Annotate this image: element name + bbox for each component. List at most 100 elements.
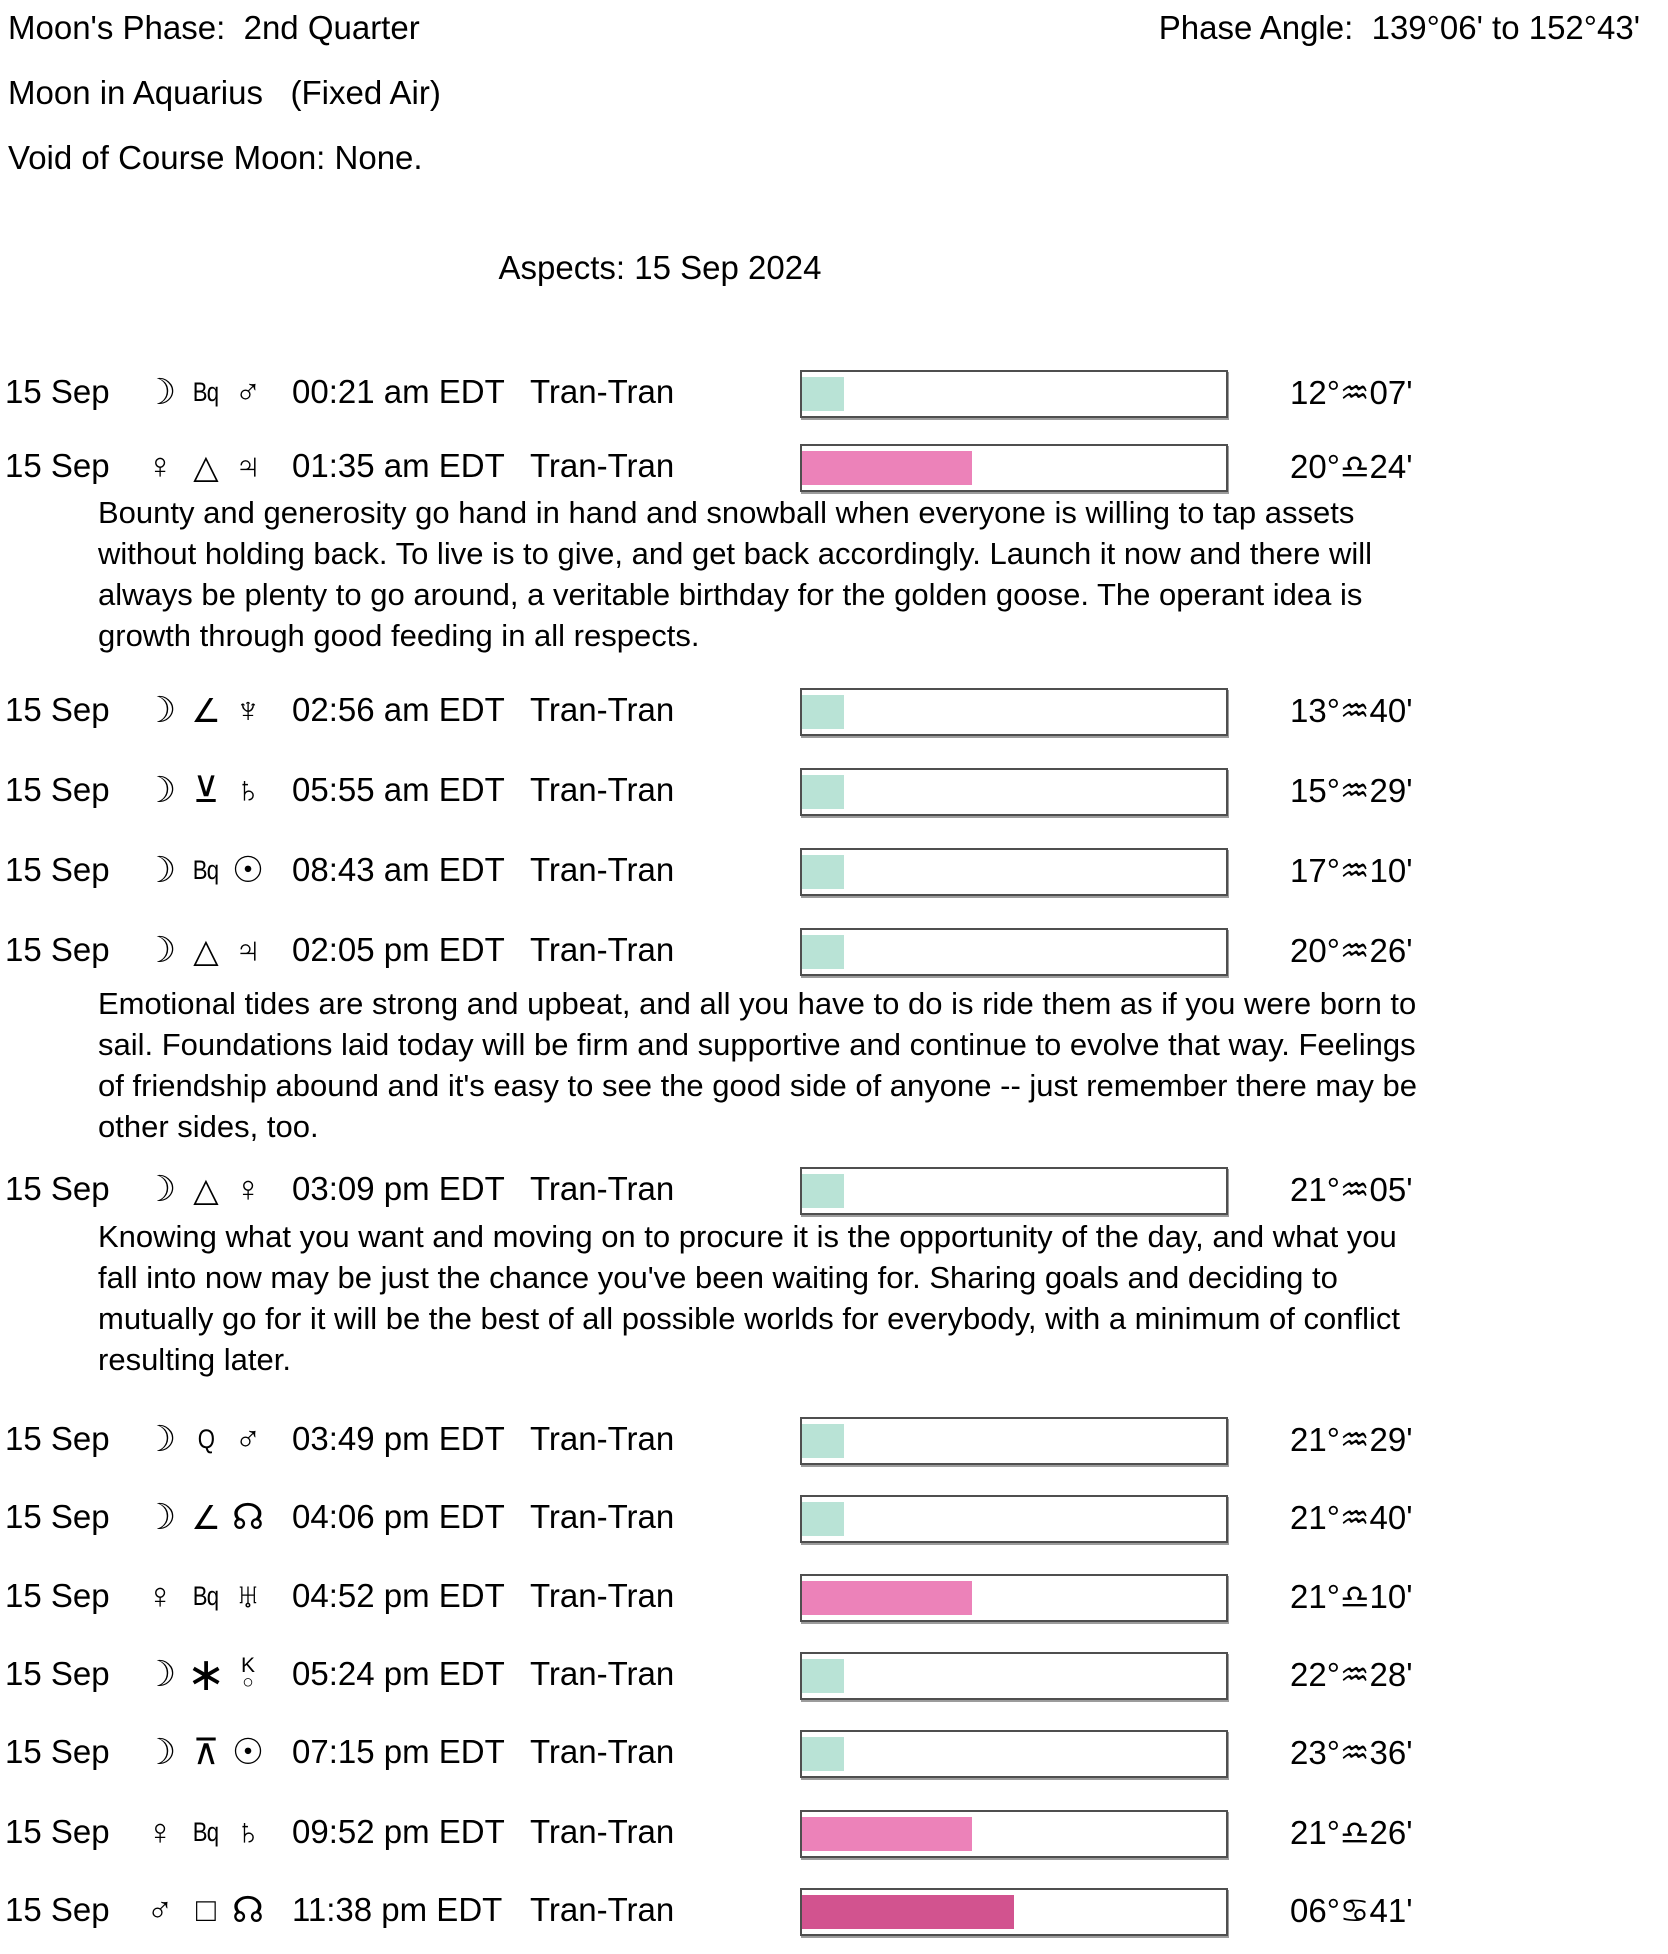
aspect-time: 00:21 am EDT <box>292 373 505 410</box>
mars-icon: ♂ <box>234 371 262 412</box>
aspect-date: 15 Sep <box>5 1170 110 1207</box>
orb-progress-bar <box>800 688 1228 736</box>
aspect-type: Tran-Tran <box>530 1813 675 1850</box>
aspect-time: 09:52 pm EDT <box>292 1813 505 1850</box>
aspect-time: 03:49 pm EDT <box>292 1420 505 1457</box>
aspect-row: 15 Sep ☽ Q ♂ 03:49 pm EDT Tran-Tran 21°♒… <box>0 1417 1668 1465</box>
jupiter-icon: ♃ <box>234 929 262 970</box>
orb-progress-bar <box>800 1574 1228 1622</box>
aspect-date: 15 Sep <box>5 373 110 410</box>
aspect-date: 15 Sep <box>5 1420 110 1457</box>
aspects-title: Aspects: 15 Sep 2024 <box>498 249 822 286</box>
aspect-position: 21°♎10' <box>1290 1577 1413 1615</box>
quincunx-icon: ⊼ <box>192 1731 220 1772</box>
aspect-row: 15 Sep ☽ △ ♀ 03:09 pm EDT Tran-Tran 21°♒… <box>0 1167 1668 1215</box>
aspect-row: 15 Sep ♂ □ ☊ 11:38 pm EDT Tran-Tran 06°♋… <box>0 1888 1668 1936</box>
sextile-icon: ∗ <box>186 1648 226 1700</box>
phase-angle-text: Phase Angle: 139°06' to 152°43' <box>1158 9 1640 46</box>
biquintile-glyph: Bq <box>193 854 219 885</box>
biquintile-glyph: Bq <box>193 1580 219 1611</box>
aspect-time: 07:15 pm EDT <box>292 1733 505 1770</box>
aspect-type: Tran-Tran <box>530 1420 675 1457</box>
venus-icon: ♀ <box>146 1575 174 1616</box>
venus-icon: ♀ <box>234 1168 262 1209</box>
aspect-type: Tran-Tran <box>530 931 675 968</box>
aspect-row: 15 Sep ☽ △ ♃ 02:05 pm EDT Tran-Tran 20°♒… <box>0 928 1668 976</box>
quintile-glyph: Q <box>197 1423 215 1454</box>
orb-progress-bar <box>800 1417 1228 1465</box>
aspect-position: 20°♎24' <box>1290 447 1413 485</box>
orb-progress-fill <box>802 451 972 485</box>
semisquare-icon: ∠ <box>191 1498 221 1536</box>
semisquare-icon: ∠ <box>191 691 221 729</box>
venus-icon: ♀ <box>146 445 174 486</box>
aspect-date: 15 Sep <box>5 1577 110 1614</box>
chiron-circle: ○ <box>242 1672 254 1694</box>
aspect-position: 23°♒36' <box>1290 1733 1413 1771</box>
orb-progress-fill <box>802 855 845 889</box>
orb-progress-fill <box>802 1737 845 1771</box>
aspect-row: 15 Sep ♀ Bq ♅ 04:52 pm EDT Tran-Tran 21°… <box>0 1574 1668 1622</box>
moon-icon: ☽ <box>143 929 177 970</box>
moon-phase-text: Moon's Phase: 2nd Quarter <box>8 9 420 46</box>
mars-icon: ♂ <box>146 1889 174 1930</box>
trine-icon: △ <box>193 931 219 969</box>
orb-progress-bar <box>800 1730 1228 1778</box>
moon-icon: ☽ <box>143 1168 177 1209</box>
chiron-k: K <box>240 1653 255 1677</box>
aspect-row: 15 Sep ☽ ∠ ♆ 02:56 am EDT Tran-Tran 13°♒… <box>0 688 1668 736</box>
aspect-date: 15 Sep <box>5 1733 110 1770</box>
aspect-time: 08:43 am EDT <box>292 851 505 888</box>
aspect-date: 15 Sep <box>5 1655 110 1692</box>
chiron-icon: K ○ <box>224 1652 272 1696</box>
void-of-course-text: Void of Course Moon: None. <box>8 139 423 176</box>
orb-progress-bar <box>800 928 1228 976</box>
neptune-icon: ♆ <box>234 689 262 730</box>
aspect-time: 04:52 pm EDT <box>292 1577 505 1614</box>
aspect-date: 15 Sep <box>5 447 110 484</box>
aspect-time: 11:38 pm EDT <box>292 1891 503 1928</box>
moon-icon: ☽ <box>143 769 177 810</box>
saturn-icon: ♄ <box>234 769 262 810</box>
square-icon: □ <box>196 1891 216 1928</box>
biquintile-icon: Bq <box>182 1574 230 1618</box>
aspect-position: 12°♒07' <box>1290 373 1413 411</box>
trine-icon: △ <box>193 447 219 485</box>
aspect-type: Tran-Tran <box>530 1498 675 1535</box>
aspect-description: Emotional tides are strong and upbeat, a… <box>98 986 1418 1144</box>
moon-icon: ☽ <box>143 1418 177 1459</box>
aspect-row: 15 Sep ☽ ∠ ☊ 04:06 pm EDT Tran-Tran 21°♒… <box>0 1495 1668 1543</box>
orb-progress-bar <box>800 1167 1228 1215</box>
orb-progress-fill <box>802 935 845 969</box>
aspect-position: 13°♒40' <box>1290 691 1413 729</box>
moon-icon: ☽ <box>143 1496 177 1537</box>
aspect-type: Tran-Tran <box>530 851 675 888</box>
biquintile-glyph: Bq <box>193 376 219 407</box>
orb-progress-bar <box>800 1888 1228 1936</box>
moon-icon: ☽ <box>143 1653 177 1694</box>
aspect-date: 15 Sep <box>5 771 110 808</box>
aspect-time: 03:09 pm EDT <box>292 1170 505 1207</box>
aspect-position: 06°♋41' <box>1290 1891 1413 1929</box>
aspect-row: 15 Sep ☽ ⊼ ☉ 07:15 pm EDT Tran-Tran 23°♒… <box>0 1730 1668 1778</box>
aspect-description: Knowing what you want and moving on to p… <box>98 1219 1400 1377</box>
aspect-type: Tran-Tran <box>530 771 675 808</box>
aspect-row: 15 Sep ☽ Bq ☉ 08:43 am EDT Tran-Tran 17°… <box>0 848 1668 896</box>
aspect-position: 20°♒26' <box>1290 931 1413 969</box>
aspect-time: 05:24 pm EDT <box>292 1655 505 1692</box>
orb-progress-fill <box>802 1581 972 1615</box>
aspect-position: 17°♒10' <box>1290 851 1413 889</box>
biquintile-icon: Bq <box>182 370 230 414</box>
chiron-glyph: K ○ <box>240 1653 255 1694</box>
moon-icon: ☽ <box>143 689 177 730</box>
orb-progress-bar <box>800 1652 1228 1700</box>
aspect-date: 15 Sep <box>5 1498 110 1535</box>
aspect-type: Tran-Tran <box>530 447 675 484</box>
aspect-time: 02:05 pm EDT <box>292 931 505 968</box>
aspect-row: 15 Sep ♀ Bq ♄ 09:52 pm EDT Tran-Tran 21°… <box>0 1810 1668 1858</box>
north-node-icon: ☊ <box>232 1496 264 1537</box>
aspect-row: 15 Sep ☽ ⊻ ♄ 05:55 am EDT Tran-Tran 15°♒… <box>0 768 1668 816</box>
aspect-type: Tran-Tran <box>530 1655 675 1692</box>
aspect-row: 15 Sep ☽ ∗ K ○ 05:24 pm EDT Tran-Tran 22°… <box>0 1648 1668 1700</box>
orb-progress-fill <box>802 775 845 809</box>
